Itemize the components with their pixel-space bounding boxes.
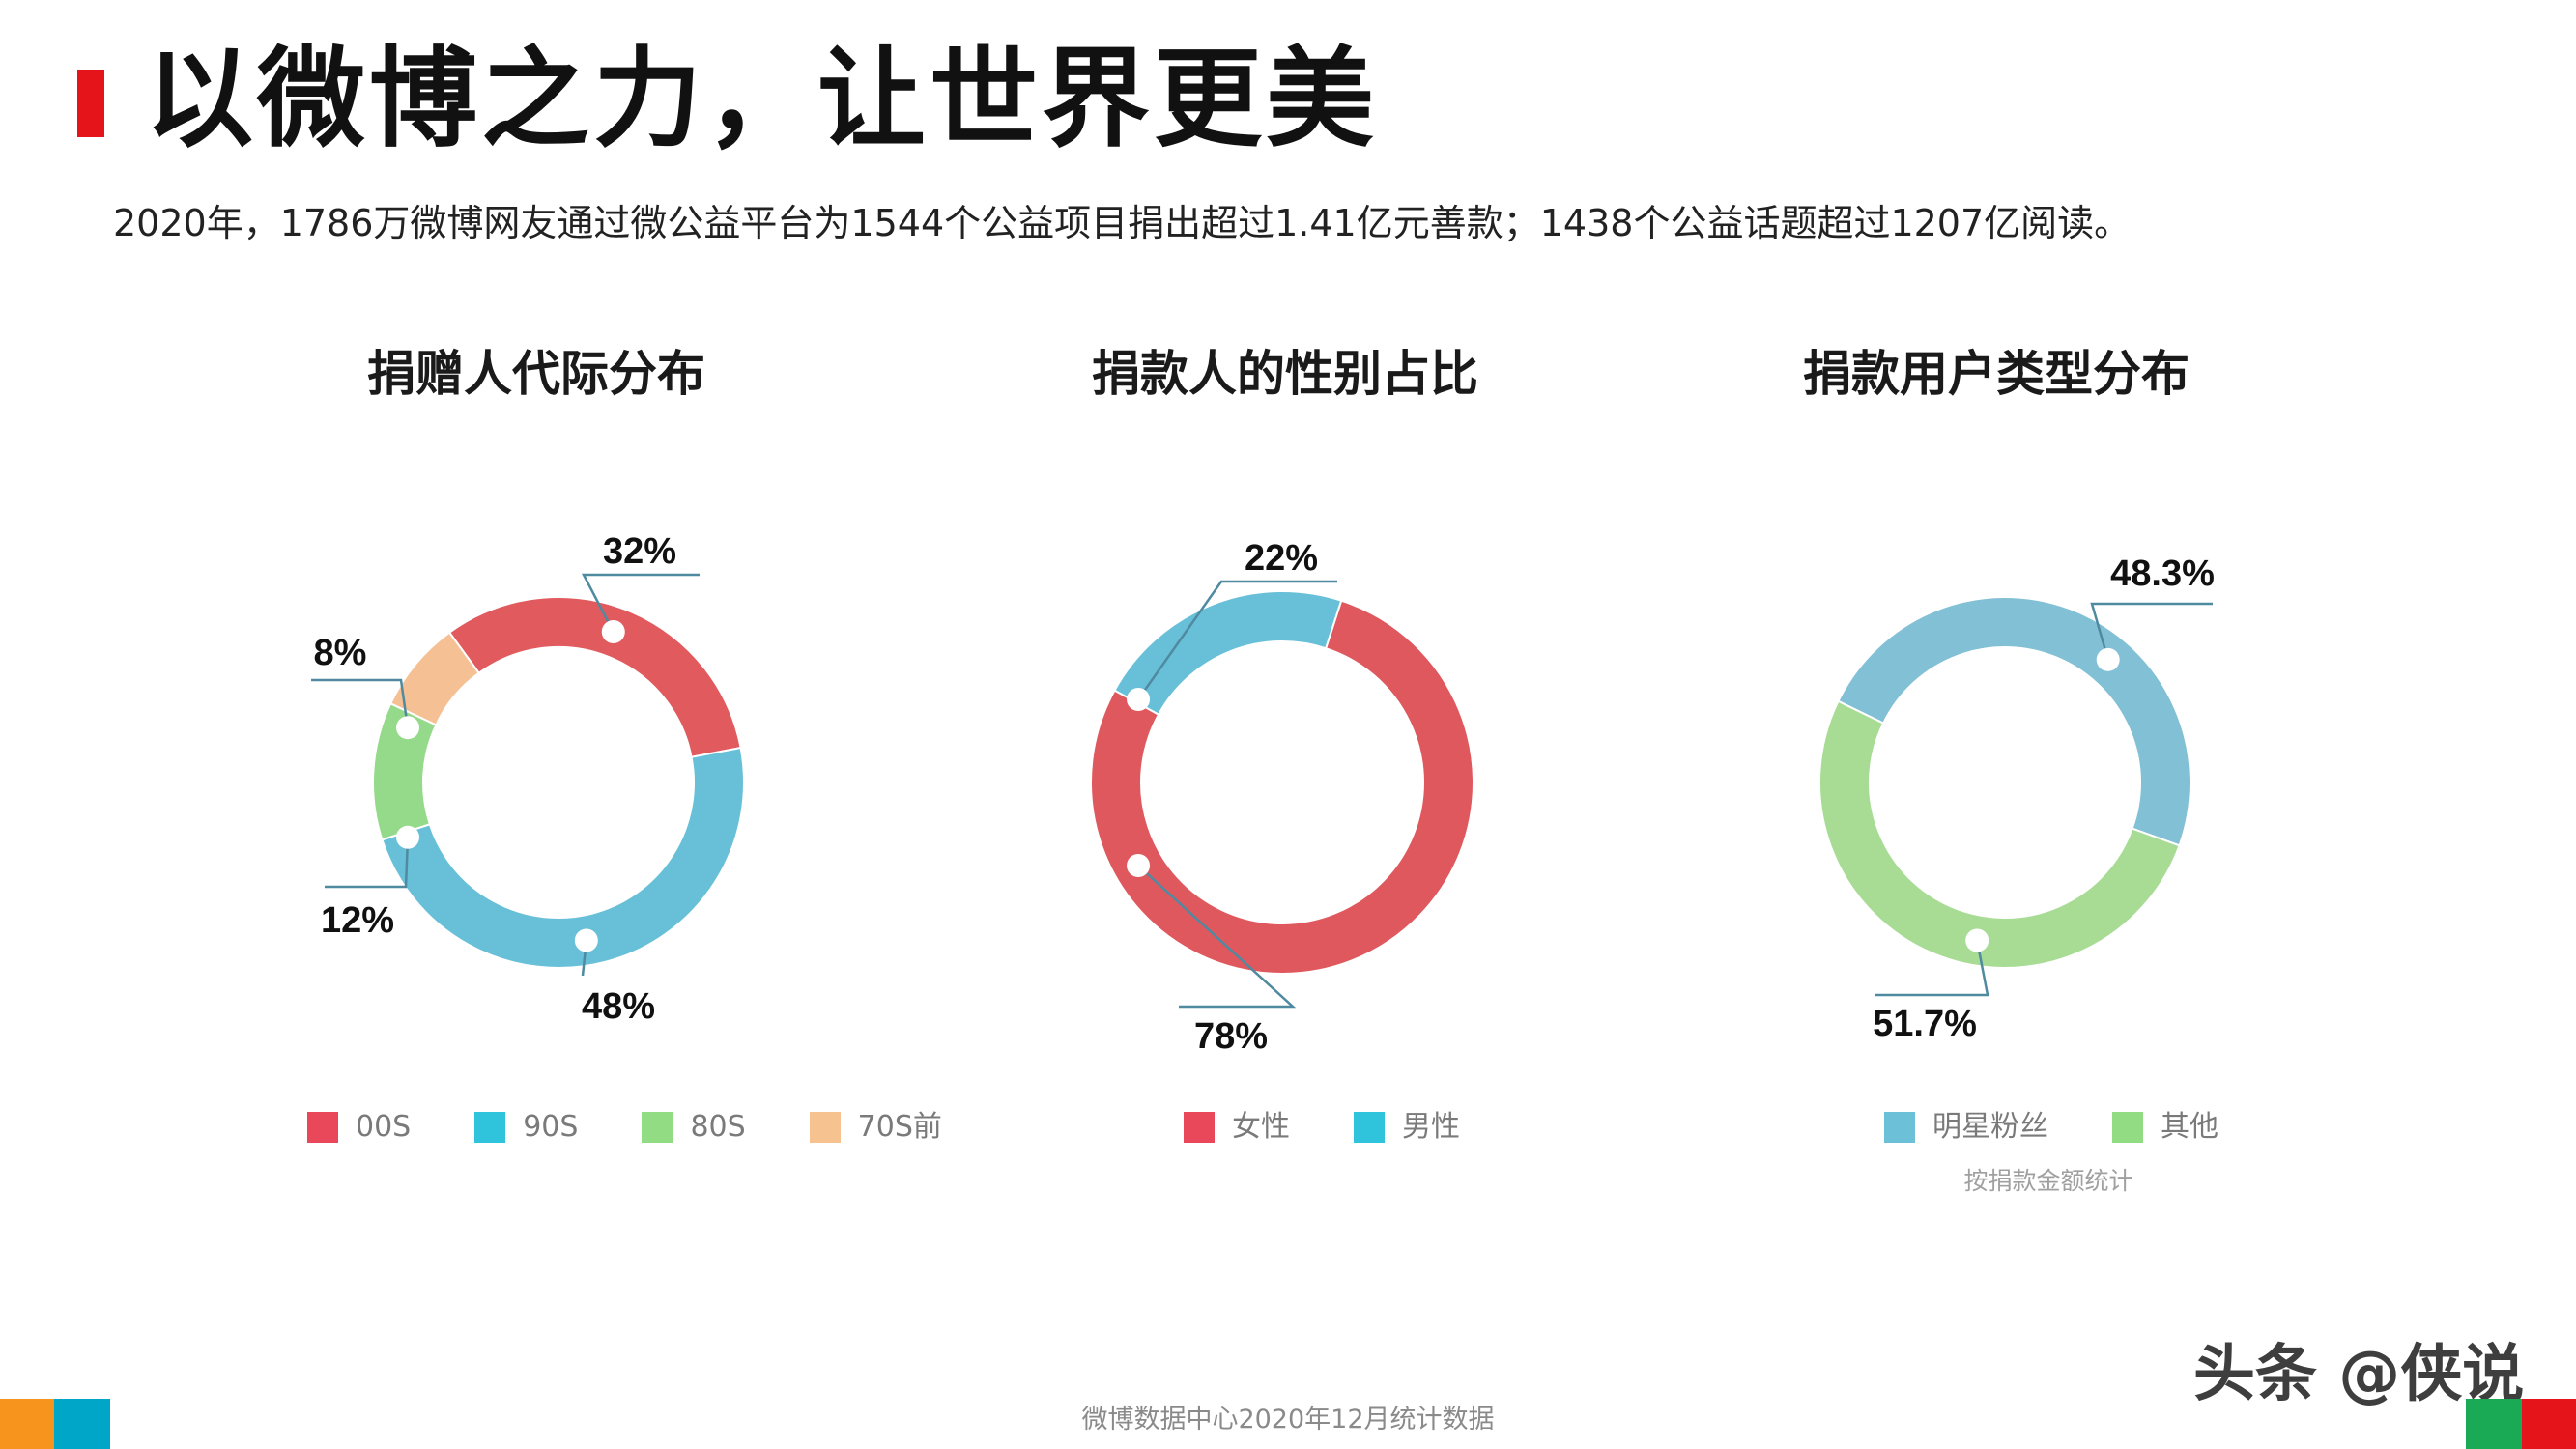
donut-slice-女性 bbox=[1090, 599, 1474, 975]
callout-dot bbox=[601, 620, 625, 644]
callout-dot bbox=[1127, 688, 1151, 711]
legend-item: 70S前 bbox=[809, 1108, 942, 1147]
watermark-logo: 头条 @侠说 bbox=[2193, 1339, 2525, 1410]
legend-generation: 00S 90S 80S 70S前 bbox=[307, 1103, 942, 1151]
legend-item: 00S bbox=[307, 1108, 411, 1147]
callout-dot bbox=[396, 825, 420, 849]
data-label: 32% bbox=[603, 531, 676, 572]
legend-swatch bbox=[307, 1112, 338, 1143]
callout-dot bbox=[1965, 928, 1989, 952]
corner-block-blue bbox=[54, 1399, 110, 1449]
callout-line bbox=[325, 837, 410, 889]
legend-item: 女性 bbox=[1184, 1108, 1290, 1147]
donut-slice-明星粉丝 bbox=[1837, 595, 2192, 847]
legend-label: 明星粉丝 bbox=[1932, 1110, 2048, 1144]
donut-slice-00S bbox=[447, 596, 742, 758]
corner-block-red bbox=[2522, 1399, 2576, 1449]
legend-swatch bbox=[1884, 1112, 1915, 1143]
legend-swatch bbox=[474, 1112, 506, 1143]
callout-line bbox=[1137, 580, 1337, 700]
data-source-footer: 微博数据中心2020年12月统计数据 bbox=[1081, 1405, 1495, 1435]
donut-slice-其他 bbox=[1818, 699, 2181, 969]
legend-user-type: 明星粉丝 其他 bbox=[1884, 1103, 2218, 1151]
callout-line bbox=[311, 678, 410, 728]
legend-item: 80S bbox=[642, 1108, 746, 1147]
chart-title-gender: 捐款人的性别占比 bbox=[1092, 346, 1478, 402]
legend-gender: 女性 男性 bbox=[1184, 1103, 1460, 1151]
legend-label: 男性 bbox=[1402, 1110, 1460, 1144]
legend-item: 其他 bbox=[2112, 1108, 2218, 1147]
legend-swatch bbox=[809, 1112, 841, 1143]
legend-swatch bbox=[1354, 1112, 1385, 1143]
callout-dot bbox=[1127, 854, 1151, 877]
legend-item: 男性 bbox=[1354, 1108, 1460, 1147]
data-label: 48.3% bbox=[2110, 554, 2215, 594]
data-label: 51.7% bbox=[1873, 1004, 1977, 1044]
callout-dot bbox=[574, 928, 598, 952]
legend-label: 其他 bbox=[2161, 1110, 2218, 1144]
data-label: 78% bbox=[1194, 1016, 1268, 1057]
page-subtitle: 2020年，1786万微博网友通过微公益平台为1544个公益项目捐出超过1.41… bbox=[113, 202, 2132, 244]
data-label: 8% bbox=[314, 633, 367, 673]
data-label: 22% bbox=[1245, 538, 1318, 579]
data-label: 48% bbox=[582, 986, 655, 1027]
callout-line bbox=[581, 573, 700, 633]
callout-dot bbox=[2096, 647, 2120, 671]
legend-item: 明星粉丝 bbox=[1884, 1108, 2048, 1147]
legend-item: 90S bbox=[474, 1108, 578, 1147]
legend-label: 女性 bbox=[1232, 1110, 1290, 1144]
legend-swatch bbox=[2112, 1112, 2143, 1143]
corner-block-green bbox=[2466, 1399, 2522, 1449]
callout-line bbox=[2090, 602, 2213, 661]
page-title: 以微博之力，让世界更美 bbox=[145, 37, 1378, 162]
donut-slice-90S bbox=[381, 746, 745, 969]
legend-label: 00S bbox=[356, 1110, 412, 1144]
data-label: 12% bbox=[321, 900, 394, 941]
chart-note: 按捐款金额统计 bbox=[1963, 1167, 2133, 1195]
donut-slice-70S前 bbox=[388, 631, 481, 726]
callout-dot bbox=[396, 716, 420, 740]
legend-swatch bbox=[1184, 1112, 1215, 1143]
legend-label: 70S前 bbox=[857, 1110, 942, 1144]
title-accent-bar bbox=[77, 70, 104, 137]
chart-title-user-type: 捐款用户类型分布 bbox=[1803, 346, 2190, 402]
corner-block-orange bbox=[0, 1399, 54, 1449]
chart-title-generation: 捐赠人代际分布 bbox=[367, 346, 705, 402]
callout-line bbox=[1137, 865, 1297, 1009]
donut-slice-男性 bbox=[1113, 590, 1343, 717]
legend-label: 90S bbox=[523, 1110, 579, 1144]
legend-swatch bbox=[642, 1112, 673, 1143]
callout-line bbox=[1875, 940, 1989, 997]
legend-label: 80S bbox=[690, 1110, 746, 1144]
